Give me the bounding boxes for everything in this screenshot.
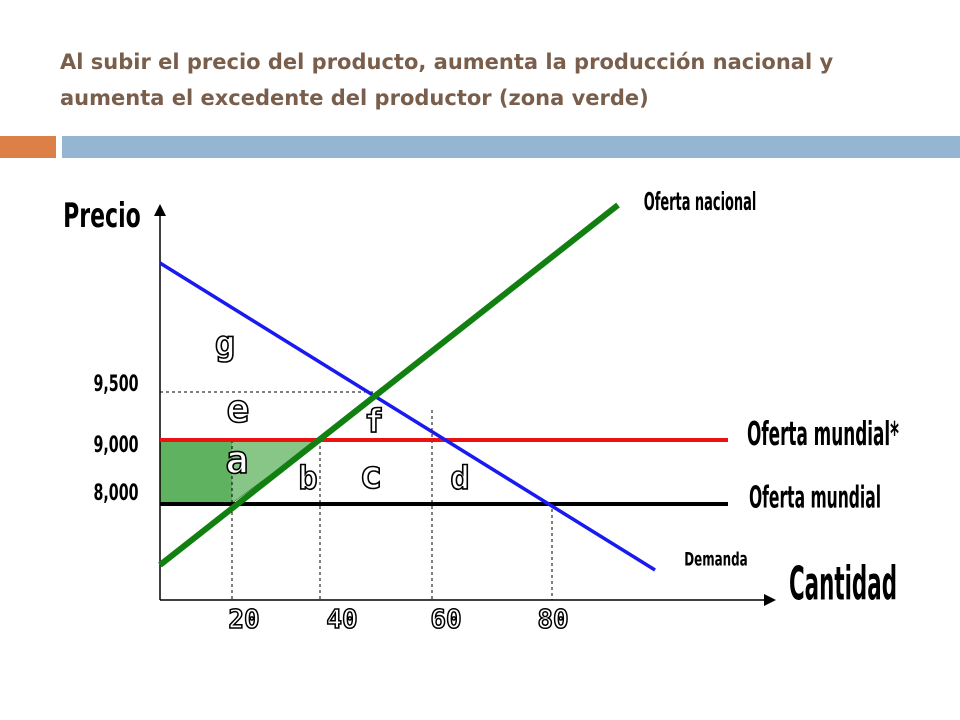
demanda-line xyxy=(159,261,656,572)
area-label-g: g xyxy=(215,324,235,364)
area-label-d: d xyxy=(450,459,469,497)
x-tick-20: 20 xyxy=(228,605,259,635)
accent-bar-blue xyxy=(62,136,960,158)
x-axis-title: Cantidad xyxy=(789,557,897,611)
y-tick-9000: 9,000 xyxy=(93,431,138,457)
y-tick-8000: 8,000 xyxy=(93,479,138,505)
label-oferta-mundial: Oferta mundial xyxy=(749,479,881,515)
area-label-e: e xyxy=(227,387,250,431)
x-tick-60: 60 xyxy=(430,605,461,635)
area-label-a: a xyxy=(226,438,249,482)
y-tick-9500: 9,500 xyxy=(93,370,138,396)
label-demanda: Demanda xyxy=(684,548,747,570)
label-oferta-nacional: Oferta nacional xyxy=(644,187,757,216)
label-oferta-mundial-star: Oferta mundial* xyxy=(747,416,899,454)
y-axis-title: Precio xyxy=(63,196,141,235)
x-tick-80: 80 xyxy=(537,605,568,635)
oferta-nacional-line xyxy=(158,202,620,568)
x-tick-40: 40 xyxy=(326,605,357,635)
area-label-b: b xyxy=(298,459,317,497)
area-label-f: f xyxy=(364,402,383,440)
slide-title: Al subir el precio del producto, aumenta… xyxy=(60,50,834,110)
accent-bar-orange xyxy=(0,136,56,158)
area-label-c: c xyxy=(360,453,383,497)
